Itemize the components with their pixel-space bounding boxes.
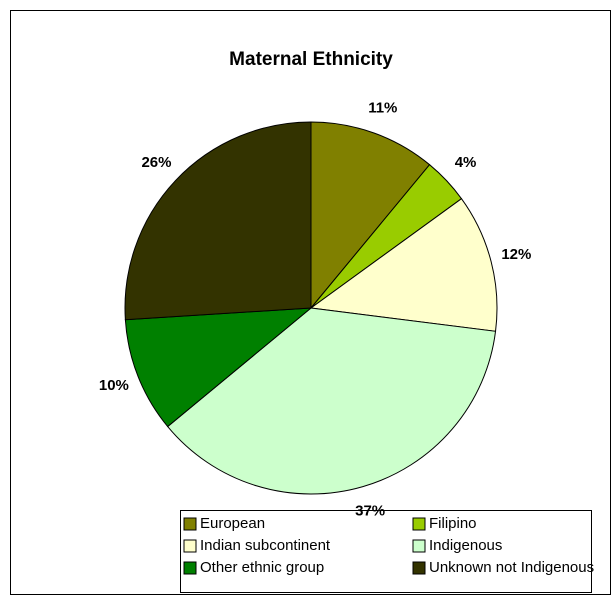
legend-swatch xyxy=(183,517,197,531)
data-label: 10% xyxy=(99,377,129,394)
data-label: 37% xyxy=(355,503,385,520)
pie-slice xyxy=(124,121,312,321)
legend-label: European xyxy=(200,515,265,532)
legend-label: Indian subcontinent xyxy=(200,537,331,554)
data-label: 11% xyxy=(368,100,397,117)
pie-slice xyxy=(124,307,313,428)
pie-slice xyxy=(310,121,431,310)
chart-title: Maternal Ethnicity xyxy=(229,49,393,70)
legend-swatch xyxy=(412,539,426,553)
legend-box xyxy=(180,510,592,593)
data-label: 12% xyxy=(501,246,531,263)
legend-label: Indigenous xyxy=(429,537,502,554)
legend-label: Filipino xyxy=(429,515,477,532)
pie-slice xyxy=(166,307,497,495)
data-label: 4% xyxy=(455,154,477,171)
data-label: 26% xyxy=(141,154,171,171)
pie-slice xyxy=(309,197,498,332)
legend-swatch xyxy=(412,561,426,575)
legend-swatch xyxy=(412,517,426,531)
legend-label: Unknown not Indigenous xyxy=(429,559,594,576)
legend-swatch xyxy=(183,539,197,553)
legend-swatch xyxy=(183,561,197,575)
legend-label: Other ethnic group xyxy=(200,559,324,576)
